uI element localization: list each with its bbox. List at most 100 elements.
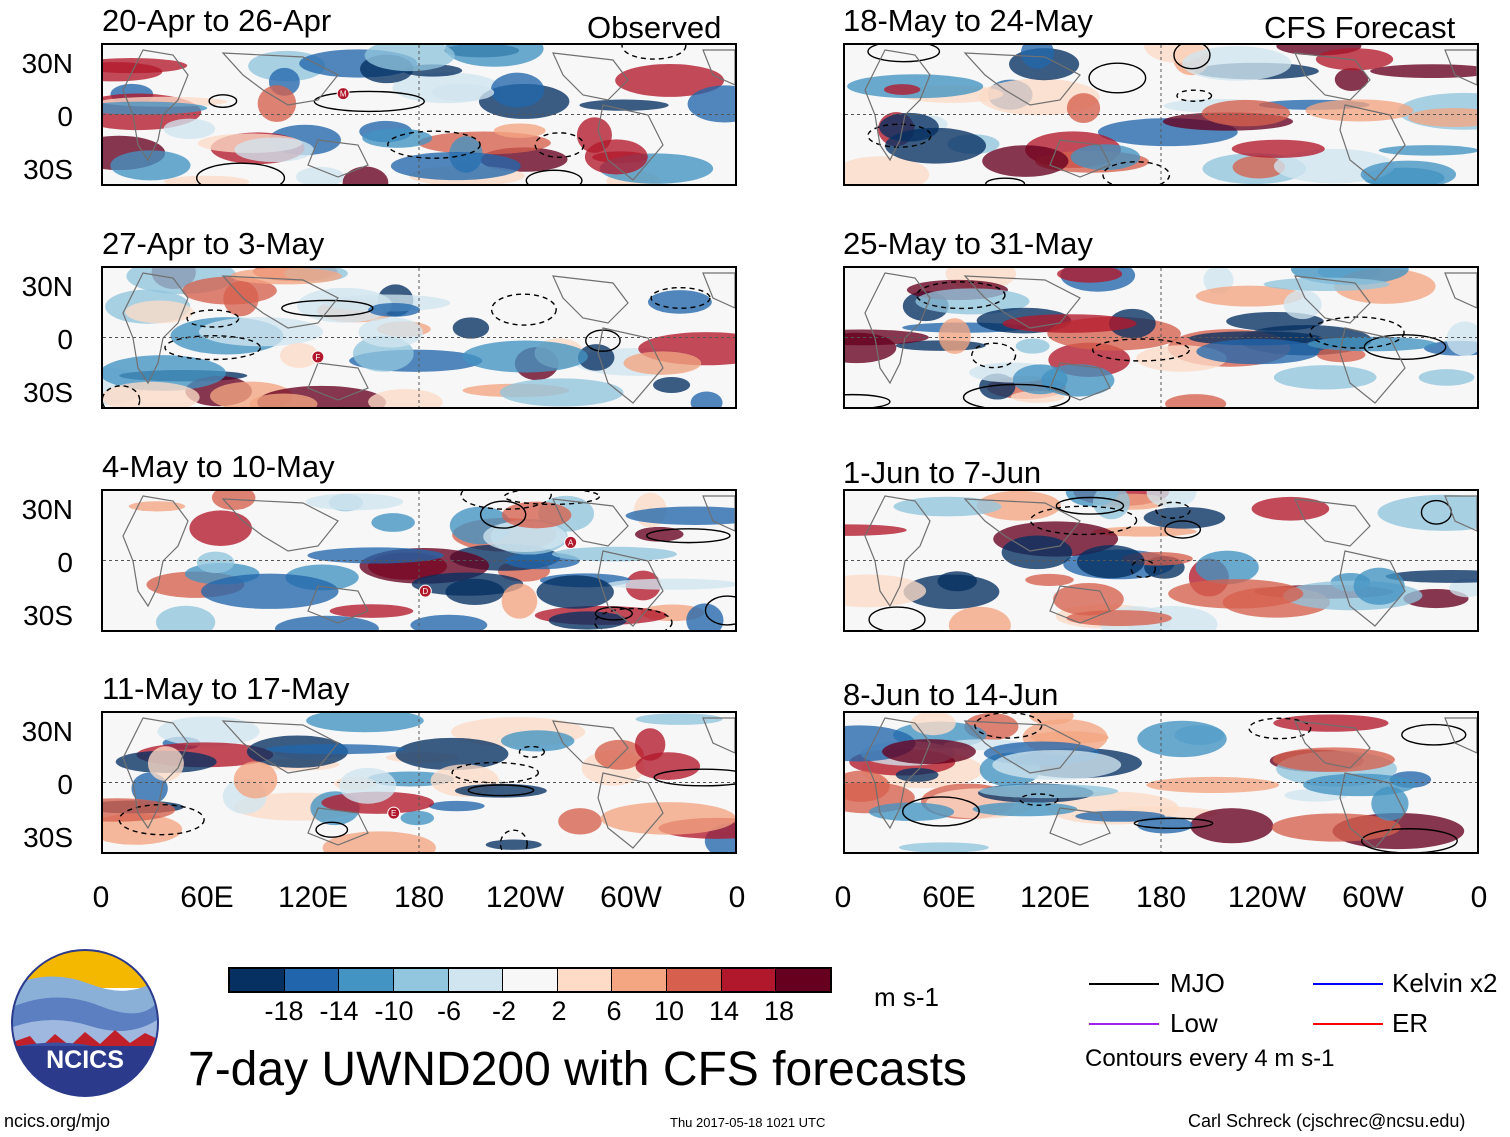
- anomaly-blob: [868, 802, 955, 822]
- anomaly-blob: [1015, 338, 1050, 354]
- anomaly-blob: [1066, 93, 1101, 124]
- mjo-contour: [1176, 89, 1213, 102]
- mjo-contour: [460, 491, 552, 510]
- panel-title: 20-Apr to 26-Apr: [102, 3, 332, 38]
- coastline: [1294, 498, 1371, 547]
- mjo-contour: [971, 342, 1017, 369]
- colorbar-tick: -2: [491, 996, 516, 1026]
- legend-line-mjo: [1089, 983, 1159, 985]
- mjo-contour: [1155, 501, 1191, 519]
- observed-label: Observed: [587, 10, 722, 45]
- colorbar-swatch: [776, 969, 831, 991]
- anomaly-blob: [1057, 268, 1123, 283]
- anomaly-blob: [937, 571, 977, 592]
- anomaly-blob: [1418, 369, 1475, 386]
- mjo-contour: [518, 745, 545, 758]
- lon-label: 0: [92, 881, 110, 914]
- anomaly-blob: [845, 524, 907, 536]
- legend-line-low: [1089, 1023, 1159, 1025]
- anomaly-blob: [110, 150, 191, 181]
- legend-line-kelvin: [1313, 983, 1383, 985]
- coastline: [1444, 49, 1477, 86]
- coastline: [702, 272, 735, 309]
- anomaly-blob: [635, 752, 701, 780]
- logo-text: NCICS: [46, 1046, 124, 1074]
- anomaly-blob: [103, 355, 226, 391]
- anomaly-blob: [972, 802, 1078, 817]
- coastline: [307, 807, 369, 846]
- anomaly-map: M: [103, 45, 735, 184]
- anomaly-blob: [305, 493, 404, 511]
- anomaly-blob: [938, 318, 971, 355]
- anomaly-blob: [462, 340, 588, 373]
- anomaly-blob: [230, 268, 342, 285]
- lat-label: 0: [57, 769, 73, 800]
- legend-label: MJO: [1170, 968, 1225, 998]
- colorbar-swatch: [557, 969, 613, 991]
- mjo-contour: [1173, 45, 1211, 70]
- lon-label: 120W: [1227, 881, 1307, 914]
- mjo-contour: [1019, 793, 1059, 806]
- panel-title: 4-May to 10-May: [102, 449, 335, 484]
- coastline: [1339, 772, 1406, 849]
- anomaly-blob: [898, 842, 989, 852]
- anomaly-blob: [1231, 139, 1325, 158]
- anomaly-blob: [1066, 610, 1172, 627]
- anomaly-blob: [1273, 365, 1377, 390]
- anomaly-blob: [125, 300, 194, 324]
- coastline: [1049, 807, 1111, 846]
- anomaly-blob: [1092, 526, 1197, 537]
- panel-title: 11-May to 17-May: [102, 671, 350, 706]
- mjo-contour: [118, 803, 205, 836]
- anomaly-blob: [1378, 145, 1477, 156]
- anomaly-map: AD: [103, 491, 735, 630]
- lon-label: 60E: [922, 881, 976, 914]
- coastline: [1339, 327, 1406, 404]
- anomaly-blob: [1012, 364, 1068, 395]
- anomaly-blob: [1182, 46, 1292, 81]
- anomaly-blob: [234, 137, 314, 163]
- anomaly-blob: [493, 123, 546, 138]
- lat-label: 30N: [21, 271, 73, 302]
- anomaly-blob: [845, 574, 927, 608]
- lon-label: 120E: [1019, 881, 1091, 914]
- mjo-contour: [653, 768, 735, 787]
- coastline: [597, 772, 664, 849]
- map-panel-forecast-2: [843, 266, 1479, 409]
- mjo-contour: [902, 796, 980, 827]
- anomaly-blob: [1168, 579, 1304, 609]
- anomaly-map: E: [103, 713, 735, 852]
- anomaly-blob: [196, 551, 235, 574]
- anomaly-blob: [1385, 569, 1477, 583]
- coastline: [221, 275, 339, 329]
- source-url[interactable]: ncics.org/mjo: [4, 1111, 111, 1131]
- anomaly-blob: [1232, 155, 1285, 179]
- anomaly-blob: [1377, 494, 1477, 531]
- coastline: [307, 362, 369, 401]
- anomaly-blob: [1305, 99, 1414, 122]
- anomaly-map: [845, 268, 1477, 407]
- mjo-contour: [467, 784, 535, 797]
- anomaly-map: F: [103, 268, 735, 407]
- anomaly-blob: [634, 526, 684, 542]
- colorbar-tick: 14: [708, 996, 740, 1026]
- colorbar-swatch: [667, 969, 722, 991]
- anomaly-blob: [948, 606, 1011, 630]
- anomaly-blob: [607, 578, 735, 590]
- anomaly-blob: [883, 84, 921, 95]
- coastline: [1294, 720, 1371, 769]
- coastline: [864, 272, 931, 385]
- mjo-contour: [281, 299, 374, 317]
- anomaly-blob: [395, 737, 509, 771]
- panel-title: 1-Jun to 7-Jun: [843, 455, 1042, 490]
- anomaly-blob: [1370, 64, 1477, 79]
- anomaly-blob: [233, 761, 278, 799]
- map-panel-forecast-3: [843, 489, 1479, 632]
- disturbance-marker: A: [564, 535, 578, 549]
- anomaly-blob: [1449, 578, 1477, 598]
- timestamp: Thu 2017-05-18 1021 UTC: [670, 1115, 826, 1130]
- disturbance-marker: M: [336, 87, 350, 101]
- lon-label: 60W: [1342, 881, 1404, 914]
- mjo-contour: [1363, 334, 1447, 361]
